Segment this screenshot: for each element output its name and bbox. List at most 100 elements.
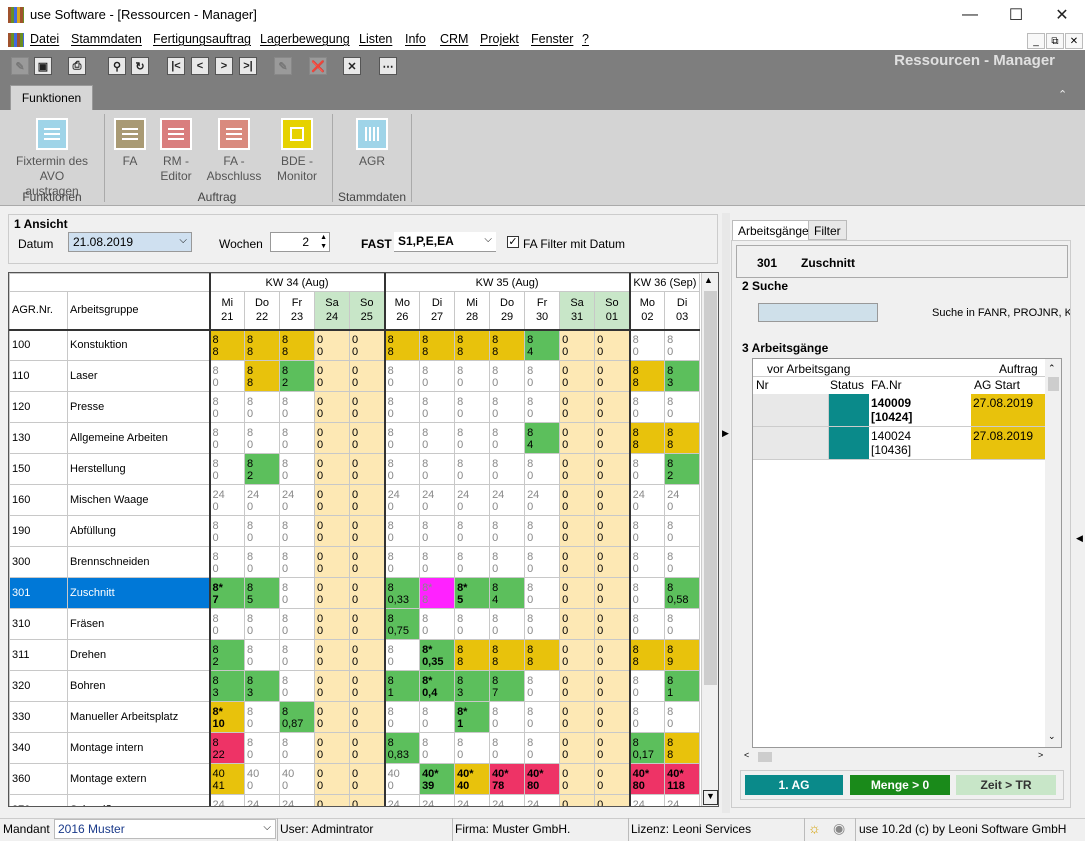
tab-filter[interactable]: Filter	[808, 220, 847, 240]
delete-icon[interactable]: ❌	[309, 57, 327, 75]
tab-arbeitsgaenge[interactable]: Arbeitsgänge	[732, 220, 815, 240]
capacity-cell[interactable]: 240	[383, 794, 421, 806]
capacity-cell[interactable]: 40* 118	[664, 763, 701, 795]
capacity-cell[interactable]: 240	[244, 794, 280, 806]
mandant-select[interactable]: 2016 Muster ⌵	[54, 819, 276, 839]
scroll-down-icon[interactable]: ▼	[703, 790, 718, 805]
capacity-cell[interactable]: 8* 0,4	[419, 670, 456, 702]
splitter-arrow-icon[interactable]: ▶	[722, 428, 729, 438]
capacity-cell[interactable]: 40* 80	[524, 763, 561, 795]
capacity-cell[interactable]: 240	[454, 794, 491, 806]
table-row[interactable]: 301 Zuschnitt 8* 7 8 5 8 0 0 0 0 0 8 0,33 8* 8 8* 5 8 4 8 0 0 0…	[9, 577, 701, 609]
maximize-icon[interactable]: ☐	[1008, 7, 1024, 24]
capacity-cell[interactable]: 8 0,17	[628, 732, 666, 764]
close-icon[interactable]: ✕	[1055, 7, 1069, 24]
capacity-cell[interactable]: 00	[314, 794, 350, 806]
collapse-ribbon-icon[interactable]: ⌃	[1058, 89, 1068, 101]
side-expand-icon[interactable]: ◀	[1076, 533, 1083, 543]
capacity-cell[interactable]: 40* 78	[489, 763, 526, 795]
fa-button[interactable]: FA	[112, 118, 148, 169]
col-header-nr[interactable]: AGR.Nr.	[9, 291, 68, 331]
network-icon[interactable]: ◉	[833, 820, 846, 836]
splitter[interactable]: ▶	[722, 213, 730, 813]
chevron-down-icon[interactable]: ⌵	[179, 235, 187, 246]
table-row[interactable]: 340 Montage intern 8 22 8 0 8 0 0 0 0 0 8 0,83 8 0 8 0 8 0 8…	[9, 732, 701, 764]
fixtermin-button[interactable]: Fixtermin des AVO austragen	[12, 118, 92, 199]
capacity-cell[interactable]: 240	[208, 794, 245, 806]
capacity-cell[interactable]: 240	[524, 794, 561, 806]
table-row[interactable]: 370Schweißen2402402400000240240240240240…	[9, 794, 701, 806]
table-row[interactable]: 190 Abfüllung 8 0 8 0 8 0 0 0 0 0 8 0 8 0 8 0 8 0 8 0 0 0 0 0 8 0 8 0	[9, 515, 701, 547]
capacity-cell[interactable]: 40 0	[383, 763, 421, 795]
first-record-icon[interactable]: |<	[167, 57, 185, 75]
menu-crm[interactable]: CRM	[440, 32, 469, 46]
mdi-close-icon[interactable]: ✕	[1065, 33, 1083, 49]
scrollbar-thumb[interactable]	[1048, 377, 1059, 391]
sun-icon[interactable]: ☼	[808, 820, 821, 836]
capacity-cell[interactable]: 8 0,83	[383, 732, 421, 764]
